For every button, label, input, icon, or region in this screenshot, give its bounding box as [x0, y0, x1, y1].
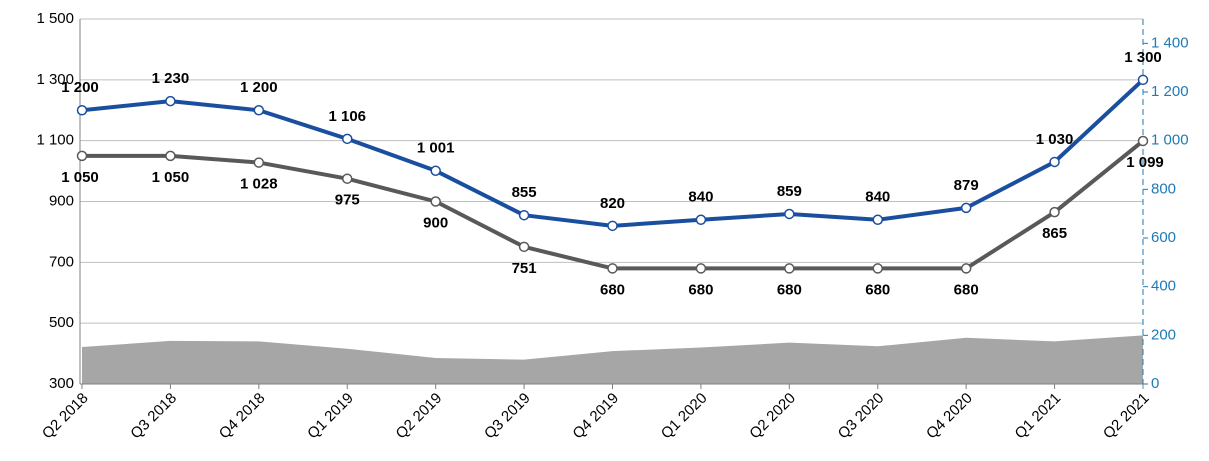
data-label: 855 [512, 184, 537, 201]
data-label: 1 050 [152, 169, 190, 186]
data-label: 900 [423, 214, 448, 231]
y-tick-label: 1 100 [36, 132, 74, 149]
point [784, 263, 795, 274]
data-label: 1 030 [1036, 131, 1074, 148]
data-label: 840 [688, 189, 713, 206]
x-tick-label: Q3 2019 [481, 390, 534, 443]
x-tick-label: Q3 2018 [127, 390, 180, 443]
data-label: 680 [777, 281, 802, 298]
data-label: 840 [865, 189, 890, 206]
x-tick-label: Q2 2019 [393, 390, 446, 443]
data-label: 1 200 [61, 79, 99, 96]
data-label: 680 [865, 281, 890, 298]
point [784, 208, 795, 220]
point [342, 133, 353, 145]
x-tick-label: Q1 2019 [304, 390, 357, 443]
point [253, 105, 265, 116]
y-tick-label: 700 [49, 253, 74, 270]
data-label: 1 230 [152, 70, 190, 87]
y2-tick-label: 800 [1151, 180, 1176, 197]
y2-tick-label: 0 [1151, 375, 1159, 392]
data-label: 865 [1042, 225, 1067, 242]
y2-tick-label: 200 [1151, 326, 1176, 343]
data-label: 859 [777, 183, 802, 200]
point [960, 202, 972, 214]
data-label: 680 [688, 281, 713, 298]
x-tick-label: Q2 2020 [746, 390, 799, 443]
point [1137, 135, 1149, 147]
point [342, 173, 353, 184]
point [518, 241, 530, 253]
x-tick-label: Q1 2021 [1012, 390, 1065, 443]
point [165, 95, 176, 107]
y2-tick-label: 1 200 [1151, 83, 1189, 100]
y2-tick-label: 600 [1151, 229, 1176, 246]
x-tick-label: Q1 2020 [658, 390, 711, 443]
y-tick-label: 900 [49, 192, 74, 209]
point [430, 165, 441, 177]
point [1049, 156, 1060, 168]
point [165, 150, 176, 162]
x-tick-label: Q2 2018 [39, 390, 92, 443]
data-label: 1 050 [61, 169, 99, 186]
x-tick-label: Q4 2019 [569, 390, 622, 443]
point [695, 263, 707, 274]
data-label: 680 [954, 281, 979, 298]
y2-tick-label: 1 400 [1151, 34, 1189, 51]
point [253, 157, 265, 168]
point [960, 263, 972, 274]
y2-tick-label: 400 [1151, 278, 1176, 295]
y-tick-label: 500 [49, 314, 74, 331]
point [607, 263, 618, 274]
x-tick-label: Q3 2020 [835, 390, 888, 443]
data-label: 820 [600, 195, 625, 212]
data-label: 879 [954, 177, 979, 194]
data-label: 1 099 [1126, 154, 1164, 171]
point [695, 214, 707, 225]
x-tick-label: Q2 2021 [1100, 390, 1153, 443]
data-label: 1 028 [240, 176, 278, 193]
point [1049, 206, 1060, 218]
point [872, 214, 883, 225]
y2-tick-label: 1 000 [1151, 132, 1189, 149]
data-label: 1 001 [417, 140, 455, 157]
area [82, 335, 1143, 384]
point [1137, 74, 1149, 86]
data-label: 1 106 [328, 108, 366, 125]
y-tick-label: 1 300 [36, 71, 74, 88]
x-tick-label: Q4 2018 [216, 390, 269, 443]
y-tick-label: 300 [49, 375, 74, 392]
point [76, 150, 88, 162]
point [872, 263, 883, 274]
x-tick-label: Q4 2020 [923, 390, 976, 443]
data-label: 680 [600, 281, 625, 298]
point [430, 196, 441, 207]
data-label: 975 [335, 192, 360, 209]
point [518, 209, 530, 221]
point [76, 105, 88, 116]
data-label: 1 200 [240, 79, 278, 96]
point [607, 220, 618, 232]
data-label: 1 300 [1124, 49, 1162, 66]
y-tick-label: 1 500 [36, 10, 74, 27]
data-label: 751 [512, 260, 537, 277]
